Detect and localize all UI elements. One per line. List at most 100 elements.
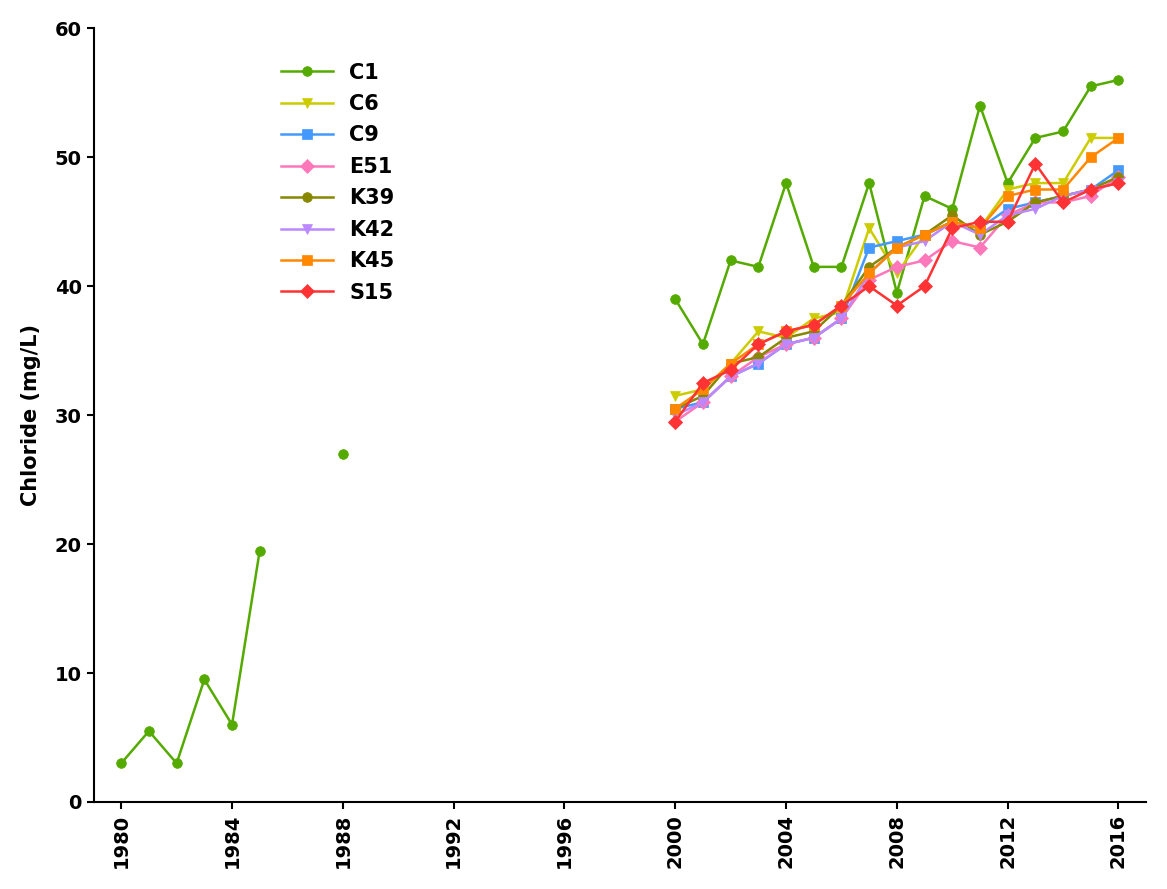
K42 xyxy=(945,216,959,227)
K45 xyxy=(724,358,738,369)
E51 xyxy=(1000,210,1014,220)
K39 xyxy=(724,358,738,369)
C1 xyxy=(197,674,211,685)
Line: C1: C1 xyxy=(117,546,265,768)
E51 xyxy=(780,339,794,349)
Line: E51: E51 xyxy=(670,172,1124,427)
E51 xyxy=(752,352,766,363)
C1 xyxy=(225,719,239,730)
E51 xyxy=(806,332,820,343)
C6 xyxy=(724,358,738,369)
Line: C9: C9 xyxy=(670,165,1124,413)
C6 xyxy=(1056,178,1070,188)
C9 xyxy=(669,404,683,414)
S15 xyxy=(862,281,876,292)
K42 xyxy=(1111,178,1125,188)
K45 xyxy=(696,384,710,395)
K39 xyxy=(669,404,683,414)
E51 xyxy=(724,371,738,381)
C6 xyxy=(1084,132,1098,143)
C9 xyxy=(1111,164,1125,175)
S15 xyxy=(806,319,820,330)
K42 xyxy=(1056,190,1070,201)
Line: S15: S15 xyxy=(670,159,1124,427)
S15 xyxy=(696,378,710,388)
C6 xyxy=(890,268,904,278)
C6 xyxy=(1111,132,1125,143)
K45 xyxy=(669,404,683,414)
E51 xyxy=(1111,172,1125,182)
K42 xyxy=(780,339,794,349)
S15 xyxy=(1056,197,1070,208)
K45 xyxy=(1028,184,1042,195)
S15 xyxy=(1084,184,1098,195)
E51 xyxy=(862,275,876,285)
C1 xyxy=(142,725,156,736)
K45 xyxy=(752,339,766,349)
C9 xyxy=(1000,204,1014,214)
C9 xyxy=(1056,190,1070,201)
K42 xyxy=(724,371,738,381)
K42 xyxy=(1000,210,1014,220)
K39 xyxy=(780,332,794,343)
K45 xyxy=(834,300,848,311)
C6 xyxy=(1000,184,1014,195)
K42 xyxy=(862,268,876,278)
E51 xyxy=(669,416,683,427)
C9 xyxy=(973,223,987,234)
K42 xyxy=(669,410,683,420)
K42 xyxy=(1028,204,1042,214)
K39 xyxy=(890,242,904,252)
C9 xyxy=(890,236,904,246)
K39 xyxy=(1084,184,1098,195)
K42 xyxy=(834,313,848,324)
S15 xyxy=(945,223,959,234)
S15 xyxy=(724,364,738,375)
K39 xyxy=(973,229,987,240)
C9 xyxy=(917,229,931,240)
K39 xyxy=(1028,197,1042,208)
K42 xyxy=(917,236,931,246)
K45 xyxy=(1111,132,1125,143)
K45 xyxy=(973,223,987,234)
C6 xyxy=(669,390,683,401)
Y-axis label: Chloride (mg/L): Chloride (mg/L) xyxy=(21,324,41,506)
C1 xyxy=(169,758,183,769)
C6 xyxy=(862,223,876,234)
E51 xyxy=(1056,197,1070,208)
S15 xyxy=(1111,178,1125,188)
K39 xyxy=(1056,190,1070,201)
E51 xyxy=(696,396,710,407)
C9 xyxy=(834,313,848,324)
C9 xyxy=(1028,197,1042,208)
C1 xyxy=(253,545,267,556)
K42 xyxy=(973,229,987,240)
K45 xyxy=(890,242,904,252)
C9 xyxy=(862,242,876,252)
E51 xyxy=(945,236,959,246)
C6 xyxy=(973,223,987,234)
C6 xyxy=(834,307,848,317)
K45 xyxy=(862,268,876,278)
K45 xyxy=(1056,184,1070,195)
K45 xyxy=(1084,152,1098,163)
C9 xyxy=(1084,184,1098,195)
C6 xyxy=(917,229,931,240)
C9 xyxy=(780,339,794,349)
E51 xyxy=(1028,197,1042,208)
C1 xyxy=(114,758,128,769)
K39 xyxy=(696,390,710,401)
S15 xyxy=(669,416,683,427)
C9 xyxy=(945,216,959,227)
K45 xyxy=(806,319,820,330)
K39 xyxy=(752,352,766,363)
C6 xyxy=(780,332,794,343)
E51 xyxy=(917,255,931,266)
S15 xyxy=(1000,216,1014,227)
K42 xyxy=(752,358,766,369)
K45 xyxy=(917,229,931,240)
C9 xyxy=(806,332,820,343)
K45 xyxy=(945,216,959,227)
K39 xyxy=(806,326,820,337)
S15 xyxy=(890,300,904,311)
